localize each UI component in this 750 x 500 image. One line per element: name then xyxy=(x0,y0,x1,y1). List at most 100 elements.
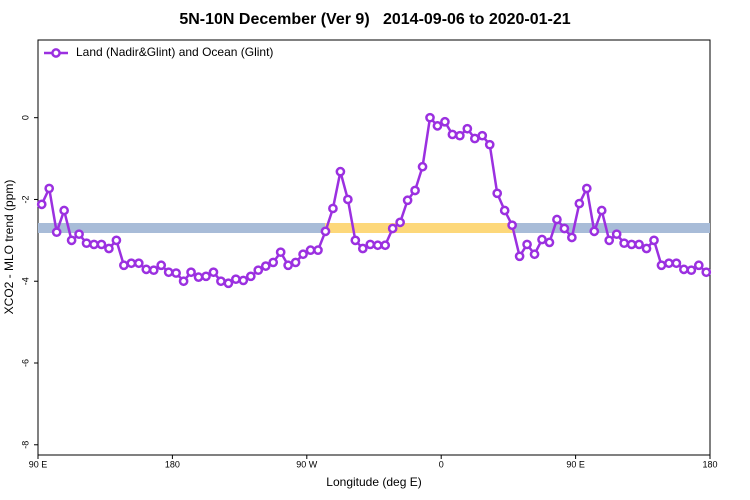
data-point xyxy=(231,274,241,285)
chart-title: 5N-10N December (Ver 9) 2014-09-06 to 20… xyxy=(179,11,570,28)
data-point xyxy=(626,239,637,250)
data-point xyxy=(469,133,480,144)
data-point xyxy=(372,240,383,251)
data-point xyxy=(290,257,301,268)
y-tick-label: -2 xyxy=(20,195,30,203)
data-point xyxy=(111,235,122,246)
y-tick-label: 0 xyxy=(20,115,30,120)
data-point xyxy=(208,267,219,278)
data-point xyxy=(410,185,420,196)
background-band xyxy=(38,223,710,233)
data-point xyxy=(634,239,644,250)
data-point xyxy=(253,265,264,276)
data-point xyxy=(417,161,428,172)
data-point xyxy=(186,267,196,278)
data-point xyxy=(559,223,570,234)
data-point xyxy=(133,258,144,269)
data-point xyxy=(51,227,62,238)
legend-marker xyxy=(51,48,61,58)
data-point xyxy=(343,194,353,205)
data-point xyxy=(313,245,323,256)
data-point xyxy=(66,235,77,246)
data-point xyxy=(350,235,361,246)
data-point xyxy=(686,265,697,276)
x-tick-label: 90 E xyxy=(566,459,585,469)
data-point xyxy=(283,260,293,271)
y-axis-label: XCO2 - MLO trend (ppm) xyxy=(2,180,16,315)
data-point xyxy=(365,239,376,250)
data-point xyxy=(701,267,712,278)
data-point xyxy=(74,229,84,240)
data-point xyxy=(432,121,443,131)
data-point xyxy=(275,247,286,258)
data-point xyxy=(581,183,592,194)
data-point xyxy=(320,226,331,237)
band-highlight xyxy=(325,223,515,233)
data-point xyxy=(477,130,488,141)
data-point xyxy=(171,268,181,278)
data-point xyxy=(641,243,652,254)
data-point xyxy=(36,199,47,210)
data-point xyxy=(679,264,689,275)
data-point xyxy=(619,238,629,249)
data-point xyxy=(604,235,615,246)
data-point xyxy=(462,123,473,134)
data-point xyxy=(141,264,152,275)
data-point xyxy=(455,130,465,141)
x-tick-label: 180 xyxy=(165,459,180,469)
data-point xyxy=(671,258,682,269)
data-point xyxy=(395,217,405,228)
data-point xyxy=(425,112,435,123)
data-point xyxy=(567,232,577,243)
data-point xyxy=(402,195,413,206)
x-tick-label: 90 E xyxy=(29,459,48,469)
data-point xyxy=(611,229,622,240)
data-point xyxy=(238,275,249,286)
data-point xyxy=(89,239,99,250)
data-point xyxy=(260,261,271,271)
series-line xyxy=(40,114,708,285)
data-point xyxy=(514,251,525,262)
x-axis-label: Longitude (deg E) xyxy=(326,475,421,489)
data-point xyxy=(201,271,211,282)
data-point xyxy=(305,245,316,256)
y-tick-label: -8 xyxy=(20,441,30,449)
data-point xyxy=(649,235,659,246)
data-point xyxy=(552,214,562,225)
data-point xyxy=(328,203,338,214)
data-point xyxy=(148,265,159,276)
x-tick-label: 90 W xyxy=(296,459,318,469)
data-point xyxy=(387,223,398,234)
data-point xyxy=(529,249,540,260)
data-point xyxy=(507,220,517,231)
data-point xyxy=(223,278,234,289)
x-tick-label: 180 xyxy=(702,459,717,469)
data-point xyxy=(163,267,174,278)
data-point xyxy=(104,243,114,254)
y-tick-label: -6 xyxy=(20,359,30,367)
data-point xyxy=(522,239,532,250)
data-point xyxy=(245,271,256,282)
data-point xyxy=(664,258,674,269)
data-point xyxy=(335,166,346,177)
data-point xyxy=(499,205,510,216)
y-tick-label: -4 xyxy=(20,277,30,285)
data-point xyxy=(193,272,204,282)
data-point xyxy=(81,238,92,249)
data-point xyxy=(126,258,137,269)
data-point xyxy=(156,260,167,271)
data-point xyxy=(119,260,129,271)
data-point xyxy=(484,139,495,150)
data-point xyxy=(216,276,226,287)
data-point xyxy=(693,260,704,271)
data-point xyxy=(44,183,55,194)
data-point xyxy=(537,234,547,245)
data-point xyxy=(298,249,308,260)
data-point xyxy=(357,243,368,254)
data-point xyxy=(268,257,279,268)
data-point xyxy=(380,240,391,251)
data-point xyxy=(492,188,503,199)
data-point xyxy=(59,205,69,216)
data-point xyxy=(589,226,600,237)
